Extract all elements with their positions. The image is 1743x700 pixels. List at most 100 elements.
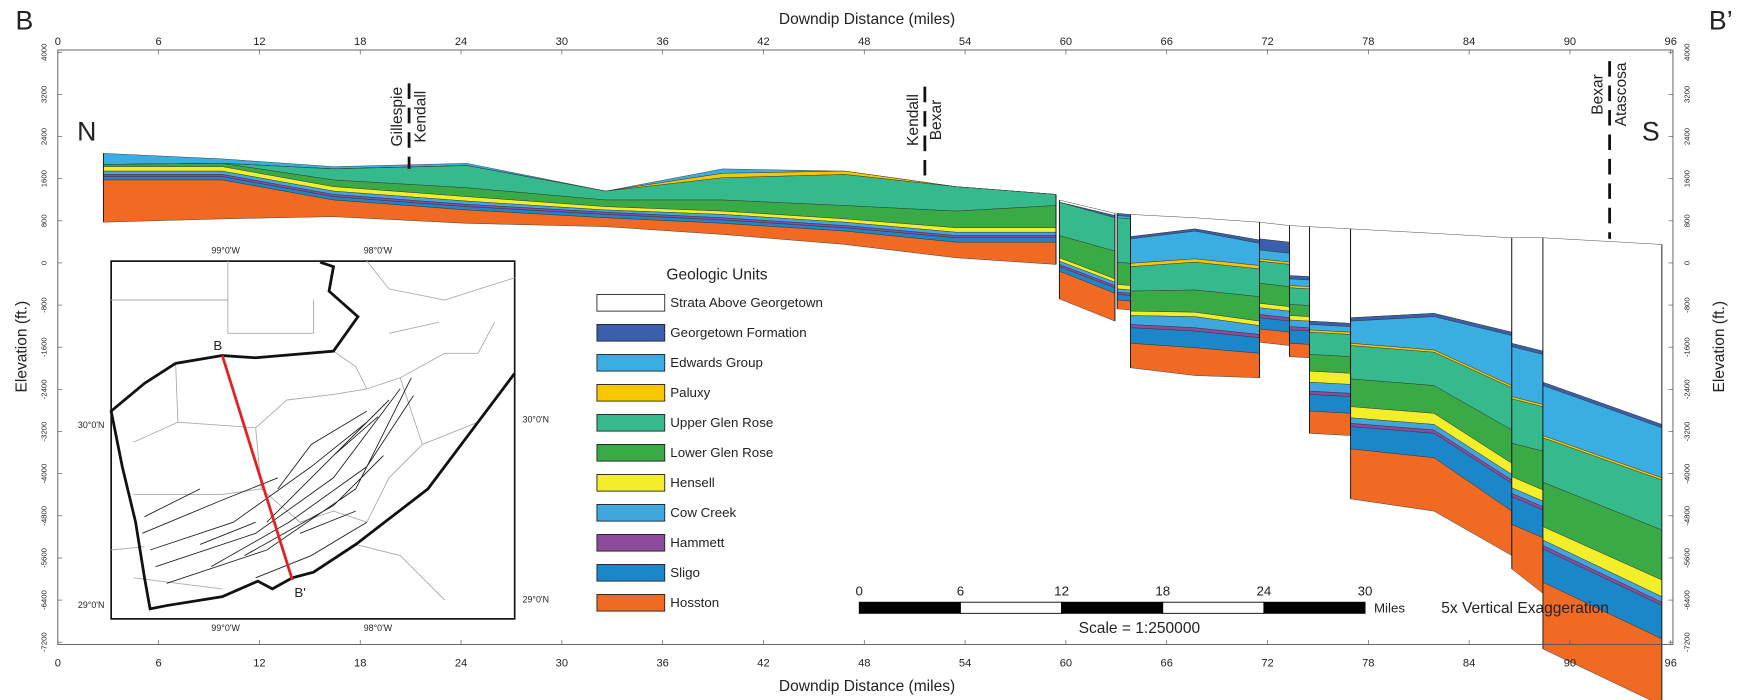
legend-label: Sligo: [670, 565, 700, 580]
county-label: Gillespie: [389, 87, 406, 147]
longitude-label: 99°0'W: [211, 623, 240, 633]
y-tick-label: 800: [40, 214, 49, 228]
y-tick-label: 2400: [40, 127, 49, 145]
cross-section-figure: B B’ N S Downdip Distance (miles) Downdi…: [0, 0, 1743, 700]
legend-swatch: [597, 474, 665, 491]
geologic-layer: [1259, 261, 1289, 287]
county-label: Kendall: [905, 94, 922, 146]
scale-tick-label: 0: [856, 584, 863, 599]
x-tick-label: 0: [55, 36, 61, 48]
x-tick-label: 6: [156, 36, 162, 48]
geologic-layer: [1512, 238, 1543, 351]
y-tick-label: -6400: [1682, 589, 1691, 610]
scale-segment: [1163, 602, 1264, 613]
x-tick-label: 84: [1463, 657, 1475, 669]
scale-tick-label: 30: [1358, 584, 1373, 599]
geologic-layer: [1309, 354, 1350, 373]
legend-swatch: [597, 324, 665, 341]
y-tick-label: 3200: [40, 85, 49, 103]
y-tick-label: -7200: [40, 632, 49, 653]
geologic-layer: [1289, 288, 1309, 306]
x-axis-title-bottom: Downdip Distance (miles): [779, 678, 955, 695]
scale-tick-label: 24: [1256, 584, 1271, 599]
geologic-layer: [1117, 300, 1130, 310]
geologic-layer: [1117, 262, 1130, 285]
geologic-layer: [1512, 347, 1543, 405]
geologic-layer: [1309, 332, 1350, 356]
y-tick-label: 2400: [1682, 127, 1691, 145]
inset-frame: [111, 261, 515, 619]
x-tick-label: 42: [757, 657, 769, 669]
south-label: S: [1642, 116, 1660, 146]
x-tick-label: 36: [656, 657, 668, 669]
geologic-layer: [1289, 343, 1309, 357]
county-label: Bexar: [1590, 74, 1607, 115]
x-tick-label: 24: [455, 657, 467, 669]
y-tick-label: -6400: [40, 589, 49, 610]
legend-label: Cow Creek: [670, 505, 736, 520]
legend-label: Upper Glen Rose: [670, 415, 773, 430]
county-label: Atascosa: [1613, 62, 1630, 126]
y-tick-label: 1600: [40, 169, 49, 187]
y-tick-label: 800: [1682, 214, 1691, 228]
legend-swatch: [597, 534, 665, 551]
y-tick-label: -4800: [40, 505, 49, 526]
x-tick-label: 90: [1564, 36, 1576, 48]
y-tick-label: 4000: [40, 43, 49, 61]
geologic-layer: [1289, 304, 1309, 316]
x-tick-label: 12: [253, 657, 265, 669]
x-tick-label: 60: [1060, 36, 1072, 48]
section-start: B: [16, 5, 34, 35]
y-tick-label: -4000: [1682, 463, 1691, 484]
legend-swatch: [597, 564, 665, 581]
y-tick-label: -800: [1682, 297, 1691, 313]
geologic-layer: [1309, 394, 1350, 413]
inset-map: B B' 99°0'W 98°0'W 99°0'W 98°0'W 30°0'N …: [78, 245, 549, 633]
x-tick-label: 78: [1362, 657, 1374, 669]
legend-swatch: [597, 504, 665, 521]
x-tick-label: 42: [757, 36, 769, 48]
latitude-label: 29°0'N: [523, 594, 549, 604]
x-tick-label: 24: [455, 36, 467, 48]
y-tick-label: -800: [40, 297, 49, 313]
y-tick-label: -2400: [1682, 379, 1691, 400]
y-tick-label: -7200: [1682, 632, 1691, 653]
y-tick-label: 3200: [1682, 85, 1691, 103]
scale-tick-label: 6: [957, 584, 964, 599]
county-label: Kendall: [412, 91, 429, 143]
legend-label: Strata Above Georgetown: [670, 295, 823, 310]
y-tick-label: -5600: [1682, 547, 1691, 568]
scale-segment: [859, 602, 960, 613]
y-tick-label: -1600: [40, 337, 49, 358]
geologic-layer: [1259, 283, 1289, 306]
latitude-label: 29°0'N: [78, 600, 104, 610]
y-axis-title-right: Elevation (ft.): [1711, 301, 1728, 393]
geologic-layer: [1289, 226, 1309, 277]
x-tick-label: 72: [1261, 657, 1273, 669]
legend-label: Paluxy: [670, 385, 710, 400]
geologic-layer: [1309, 411, 1350, 435]
x-tick-label: 96: [1665, 36, 1677, 48]
x-tick-label: 90: [1564, 657, 1576, 669]
legend-swatch: [597, 294, 665, 311]
longitude-label: 99°0'W: [211, 245, 240, 255]
scale-tick-label: 18: [1155, 584, 1170, 599]
y-tick-label: -3200: [40, 421, 49, 442]
x-tick-label: 30: [556, 657, 568, 669]
inset-start-label: B: [213, 338, 222, 353]
y-tick-label: 1600: [1682, 169, 1691, 187]
geologic-layer: [1117, 218, 1130, 264]
x-axis-title-top: Downdip Distance (miles): [779, 11, 955, 28]
geologic-layer: [1309, 227, 1350, 324]
scale-segment: [1062, 602, 1163, 613]
legend-label: Hensell: [670, 475, 714, 490]
x-tick-label: 96: [1665, 657, 1677, 669]
x-tick-label: 78: [1362, 36, 1374, 48]
y-tick-label: 0: [1682, 260, 1691, 265]
x-tick-label: 48: [858, 657, 870, 669]
x-tick-label: 30: [556, 36, 568, 48]
x-tick-label: 18: [354, 36, 366, 48]
scale-bar: 0 6 12 18 24 30: [856, 584, 1373, 614]
x-tick-label: 6: [156, 657, 162, 669]
scale-tick-label: 12: [1054, 584, 1069, 599]
